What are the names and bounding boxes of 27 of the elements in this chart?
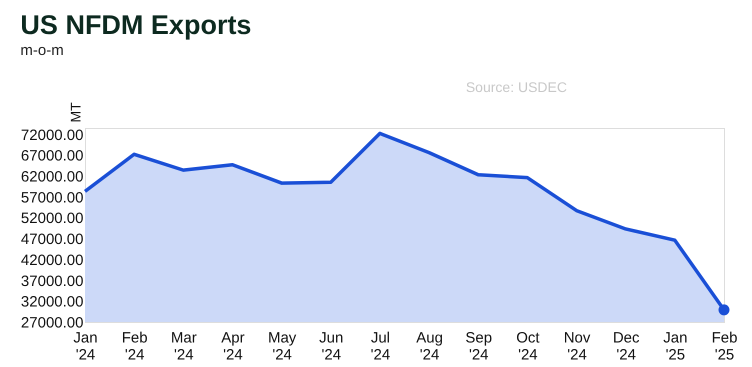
y-tick-label: 47000.00 xyxy=(20,231,84,248)
chart-subtitle: m-o-m xyxy=(20,42,64,59)
y-tick-label: 72000.00 xyxy=(20,126,84,144)
y-tick-label: 27000.00 xyxy=(20,314,84,332)
x-tick-label: Jun '24 xyxy=(319,330,344,364)
y-tick-label: 52000.00 xyxy=(20,210,84,228)
y-tick-label: 37000.00 xyxy=(20,272,84,290)
y-tick-label: 42000.00 xyxy=(20,252,84,269)
x-tick-label: Jan '25 xyxy=(663,330,688,364)
chart-title: US NFDM Exports xyxy=(20,10,252,40)
y-tick-label: 62000.00 xyxy=(20,168,84,186)
x-tick-label: Jul '24 xyxy=(370,330,390,364)
x-tick-label: Aug '24 xyxy=(416,330,443,364)
x-tick-label: Dec '24 xyxy=(612,330,640,364)
y-axis-title: MT xyxy=(68,102,84,122)
x-tick-label: Sep '24 xyxy=(465,330,492,364)
x-tick-label: Oct '24 xyxy=(516,330,540,364)
x-tick-label: Apr '24 xyxy=(221,330,245,364)
x-tick-label: Jan '24 xyxy=(73,330,98,364)
x-tick-label: Mar '24 xyxy=(170,330,197,364)
x-tick-label: Nov '24 xyxy=(564,330,591,364)
y-tick-label: 57000.00 xyxy=(20,189,84,206)
y-tick-label: 32000.00 xyxy=(20,294,84,311)
x-tick-label: Feb '24 xyxy=(122,330,148,364)
y-tick-label: 67000.00 xyxy=(20,148,84,165)
x-tick-label: Feb '25 xyxy=(712,330,738,364)
x-tick-label: May '24 xyxy=(268,330,297,364)
